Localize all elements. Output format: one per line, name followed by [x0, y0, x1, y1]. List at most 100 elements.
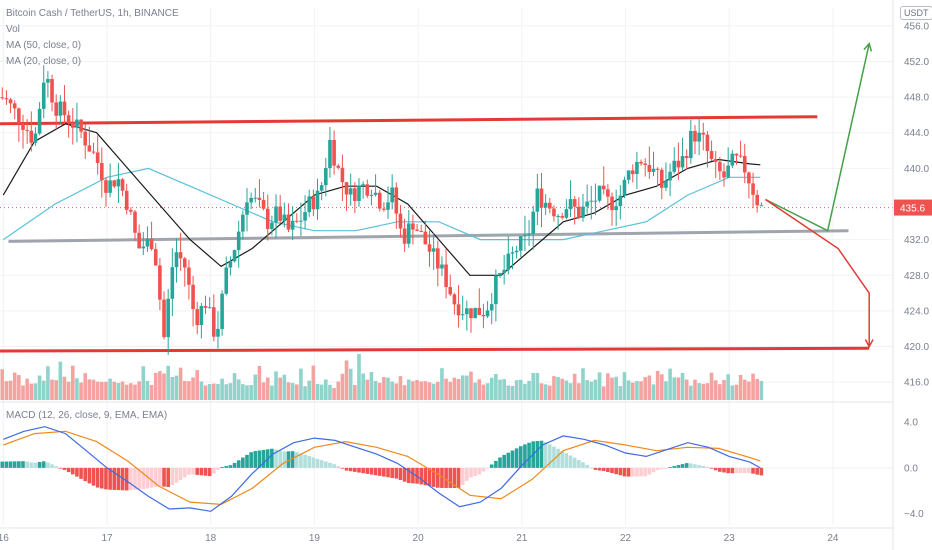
candle-body-67: [274, 206, 278, 223]
volume-bar-17: [66, 381, 71, 400]
volume-bar-78: [319, 384, 324, 400]
macd-hist-86: [353, 467, 357, 472]
volume-bar-54: [220, 378, 224, 400]
macd-hist-157: [647, 467, 652, 475]
candle-body-42: [170, 267, 175, 299]
volume-bar-69: [282, 374, 287, 400]
macd-hist-14: [54, 466, 58, 468]
volume-bar-121: [498, 379, 502, 400]
volume-bar-57: [232, 373, 237, 400]
macd-hist-70: [286, 451, 291, 468]
candle-body-66: [270, 222, 274, 229]
volume-bar-151: [622, 372, 627, 400]
macd-legend[interactable]: MACD (12, 26, close, 9, EMA, EMA): [6, 410, 168, 421]
candle-body-131: [539, 188, 544, 208]
volume-bar-174: [718, 384, 722, 400]
candle-body-174: [718, 161, 722, 172]
volume-bar-72: [294, 384, 299, 400]
macd-hist-92: [377, 467, 382, 476]
candle-body-107: [440, 264, 444, 269]
candle-body-88: [361, 184, 365, 186]
symbol-label[interactable]: Bitcoin Cash / TetherUS, 1h, BINANCE: [6, 8, 179, 19]
macd-hist-42: [170, 467, 175, 486]
last-price-label: 435.6: [900, 204, 925, 215]
volume-bar-66: [270, 385, 274, 400]
candle-body-34: [137, 232, 141, 249]
volume-bar-163: [672, 377, 677, 400]
volume-bar-159: [655, 370, 660, 400]
volume-bar-100: [411, 381, 415, 400]
volume-bar-116: [477, 379, 482, 400]
volume-bar-71: [290, 383, 295, 400]
candle-body-119: [489, 304, 494, 311]
macd-hist-178: [734, 467, 739, 474]
macd-hist-103: [423, 467, 428, 486]
macd-hist-54: [220, 466, 224, 468]
candle-body-46: [187, 267, 191, 285]
candle-body-32: [129, 209, 133, 212]
candle-body-143: [589, 200, 594, 202]
candle-body-114: [469, 308, 473, 319]
candle-body-87: [357, 185, 361, 201]
candle-body-74: [303, 212, 307, 221]
candle-body-54: [220, 293, 224, 329]
candle-body-120: [494, 275, 498, 305]
volume-bar-68: [278, 377, 282, 400]
volume-bar-131: [539, 383, 544, 400]
macd-hist-176: [726, 467, 730, 474]
volume-bar-184: [759, 380, 764, 400]
volume-bar-28: [112, 381, 117, 400]
volume-bar-60: [245, 385, 249, 400]
macd-hist-20: [79, 467, 83, 479]
macd-hist-182: [751, 467, 755, 474]
macd-hist-24: [95, 467, 100, 488]
macd-hist-66: [270, 448, 274, 468]
resistance-line: [0, 115, 818, 126]
volume-bar-103: [423, 381, 428, 400]
macd-hist-89: [365, 467, 370, 474]
macd-hist-163: [672, 466, 677, 468]
volume-bar-96: [394, 383, 399, 400]
candle-body-162: [668, 171, 672, 181]
vol-label[interactable]: Vol: [6, 24, 20, 35]
volume-bar-139: [572, 373, 577, 400]
volume-bar-87: [357, 354, 361, 400]
macd-hist-147: [606, 467, 610, 473]
ma20-label[interactable]: MA (20, close, 0): [6, 56, 82, 67]
ma50-label[interactable]: MA (50, close, 0): [6, 40, 82, 51]
candle-body-171: [705, 134, 710, 152]
macd-hist-152: [626, 467, 631, 477]
macd-hist-21: [83, 467, 88, 482]
candle-body-62: [253, 197, 258, 199]
macd-hist-137: [564, 453, 569, 468]
candle-body-8: [29, 130, 34, 143]
volume-bar-23: [91, 379, 96, 400]
volume-bar-33: [133, 384, 137, 400]
volume-bar-106: [436, 381, 440, 400]
candle-body-41: [166, 298, 170, 338]
macd-hist-167: [689, 463, 693, 468]
candle-body-151: [622, 179, 627, 196]
currency-badge[interactable]: USDT: [900, 6, 932, 20]
candle-body-71: [290, 220, 295, 230]
volume-bar-160: [659, 374, 664, 400]
macd-hist-142: [585, 464, 589, 468]
candle-body-65: [265, 208, 270, 229]
macd-hist-99: [406, 467, 411, 484]
volume-bar-154: [635, 381, 639, 400]
volume-bar-98: [402, 385, 407, 400]
volume-bar-36: [145, 380, 150, 400]
candle-body-110: [452, 294, 457, 305]
volume-bar-6: [21, 385, 25, 400]
macd-hist-77: [315, 458, 320, 468]
macd-hist-10: [37, 461, 42, 468]
candle-body-117: [481, 314, 486, 317]
candle-body-161: [664, 180, 668, 188]
candle-body-77: [315, 190, 320, 210]
volume-bar-137: [564, 380, 569, 400]
macd-hist-132: [543, 442, 548, 468]
time-tick-label-2: 18: [205, 533, 217, 544]
volume-bar-102: [419, 381, 424, 400]
candle-body-63: [257, 197, 262, 200]
